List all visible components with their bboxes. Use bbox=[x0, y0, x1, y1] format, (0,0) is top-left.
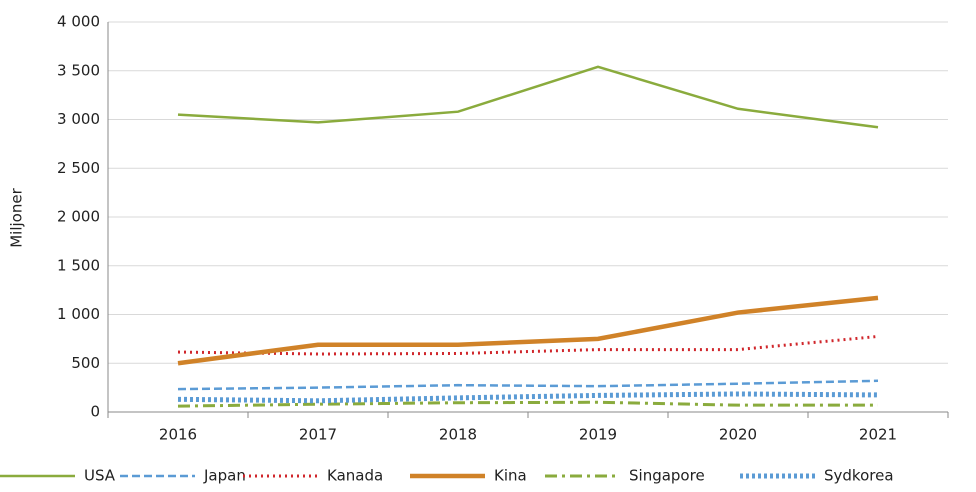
series-line bbox=[177, 400, 878, 408]
y-tick-label: 2 000 bbox=[57, 208, 100, 226]
legend-label: Singapore bbox=[629, 467, 705, 485]
x-tick-label: 2016 bbox=[159, 426, 197, 444]
y-tick-label: 500 bbox=[71, 354, 100, 372]
y-tick-label: 1 500 bbox=[57, 256, 100, 274]
legend-label: Kanada bbox=[327, 467, 383, 485]
y-tick-label: 0 bbox=[90, 403, 100, 421]
series-line bbox=[177, 334, 879, 356]
series-line bbox=[177, 391, 879, 404]
x-tick-label: 2021 bbox=[859, 426, 897, 444]
y-tick-label: 1 000 bbox=[57, 305, 100, 323]
y-tick-label: 3 000 bbox=[57, 110, 100, 128]
y-tick-label: 3 500 bbox=[57, 61, 100, 79]
legend-label: USA bbox=[84, 467, 116, 485]
y-tick-label: 2 500 bbox=[57, 159, 100, 177]
series-line bbox=[177, 379, 879, 391]
x-tick-label: 2018 bbox=[439, 426, 477, 444]
legend-label: Sydkorea bbox=[824, 467, 894, 485]
x-tick-label: 2019 bbox=[579, 426, 617, 444]
series-line bbox=[177, 65, 879, 129]
x-tick-label: 2017 bbox=[299, 426, 337, 444]
legend-label: Kina bbox=[494, 467, 527, 485]
series-line bbox=[177, 295, 879, 366]
legend-label: Japan bbox=[203, 467, 246, 485]
x-tick-label: 2020 bbox=[719, 426, 757, 444]
y-tick-label: 4 000 bbox=[57, 13, 100, 31]
y-axis-label: Miljoner bbox=[8, 187, 26, 247]
